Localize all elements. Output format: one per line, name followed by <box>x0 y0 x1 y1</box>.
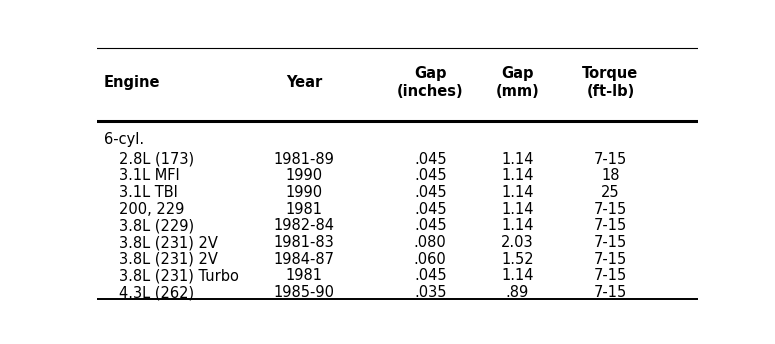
Text: 1981: 1981 <box>286 202 322 217</box>
Text: 200, 229: 200, 229 <box>119 202 184 217</box>
Text: 1.14: 1.14 <box>501 218 533 233</box>
Text: 1990: 1990 <box>285 168 322 183</box>
Text: 2.03: 2.03 <box>501 235 534 250</box>
Text: 6-cyl.: 6-cyl. <box>104 132 144 147</box>
Text: Torque
(ft-lb): Torque (ft-lb) <box>582 66 639 98</box>
Text: 1981-83: 1981-83 <box>274 235 335 250</box>
Text: 1.14: 1.14 <box>501 168 533 183</box>
Text: 1982-84: 1982-84 <box>274 218 335 233</box>
Text: .035: .035 <box>414 285 446 300</box>
Text: 1.14: 1.14 <box>501 152 533 166</box>
Text: 1984-87: 1984-87 <box>274 252 335 267</box>
Text: 7-15: 7-15 <box>594 252 627 267</box>
Text: .045: .045 <box>414 185 446 200</box>
Text: .045: .045 <box>414 168 446 183</box>
Text: 1981-89: 1981-89 <box>274 152 335 166</box>
Text: Gap
(mm): Gap (mm) <box>495 66 539 98</box>
Text: .89: .89 <box>505 285 529 300</box>
Text: 4.3L (262): 4.3L (262) <box>119 285 195 300</box>
Text: 25: 25 <box>601 185 620 200</box>
Text: Year: Year <box>286 75 322 90</box>
Text: 18: 18 <box>601 168 620 183</box>
Text: Engine: Engine <box>104 75 160 90</box>
Text: 3.1L MFI: 3.1L MFI <box>119 168 180 183</box>
Text: .045: .045 <box>414 202 446 217</box>
Text: 3.8L (231) 2V: 3.8L (231) 2V <box>119 235 218 250</box>
Text: 2.8L (173): 2.8L (173) <box>119 152 195 166</box>
Text: .080: .080 <box>414 235 446 250</box>
Text: 7-15: 7-15 <box>594 152 627 166</box>
Text: 7-15: 7-15 <box>594 218 627 233</box>
Text: 1.14: 1.14 <box>501 185 533 200</box>
Text: Gap
(inches): Gap (inches) <box>397 66 463 98</box>
Text: 7-15: 7-15 <box>594 285 627 300</box>
Text: .045: .045 <box>414 268 446 283</box>
Text: 7-15: 7-15 <box>594 202 627 217</box>
Text: 1.14: 1.14 <box>501 268 533 283</box>
Text: 3.8L (229): 3.8L (229) <box>119 218 195 233</box>
Text: 3.8L (231) 2V: 3.8L (231) 2V <box>119 252 218 267</box>
Text: 7-15: 7-15 <box>594 235 627 250</box>
Text: 3.1L TBI: 3.1L TBI <box>119 185 178 200</box>
Text: .045: .045 <box>414 152 446 166</box>
Text: 3.8L (231) Turbo: 3.8L (231) Turbo <box>119 268 239 283</box>
Text: 1990: 1990 <box>285 185 322 200</box>
Text: 7-15: 7-15 <box>594 268 627 283</box>
Text: 1981: 1981 <box>286 268 322 283</box>
Text: 1985-90: 1985-90 <box>274 285 335 300</box>
Text: 1.14: 1.14 <box>501 202 533 217</box>
Text: 1.52: 1.52 <box>501 252 534 267</box>
Text: .060: .060 <box>414 252 446 267</box>
Text: .045: .045 <box>414 218 446 233</box>
